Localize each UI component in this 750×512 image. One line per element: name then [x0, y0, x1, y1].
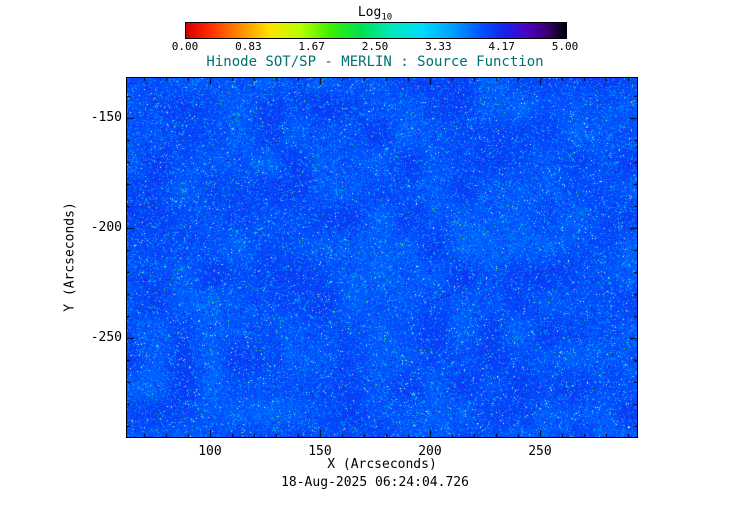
colorbar-tick-label: 0.83	[235, 40, 262, 53]
colorbar-label: Log10	[358, 5, 392, 23]
x-axis-label: X (Arcseconds)	[327, 457, 437, 472]
colorbar-tick-label: 0.00	[171, 40, 199, 53]
y-tick-label: -150	[90, 110, 122, 126]
timestamp: 18-Aug-2025 06:24:04.726	[281, 475, 469, 490]
y-tick-label: -250	[90, 330, 122, 345]
plot-title: Hinode SOT/SP - MERLIN : Source Function	[206, 54, 544, 70]
colorbar-tick-label: 1.67	[298, 40, 325, 53]
x-tick-label: 100	[198, 444, 222, 459]
heatmap-canvas	[126, 77, 638, 438]
x-tick-label: 150	[308, 444, 332, 459]
colorbar-label-subscript: 10	[381, 12, 393, 23]
colorbar-gradient	[185, 22, 567, 39]
x-tick-label: 250	[528, 444, 552, 459]
y-tick-label: -200	[90, 220, 122, 236]
colorbar-tick-label: 4.17	[488, 40, 515, 53]
colorbar-tick-label: 3.33	[425, 40, 452, 53]
y-axis-label: Y (Arcseconds)	[62, 202, 78, 312]
colorbar-tick-label: 2.50	[361, 40, 389, 53]
x-tick-label: 200	[418, 444, 442, 459]
colorbar-tick-label: 5.00	[551, 40, 579, 53]
colorbar-label-text: Log	[357, 5, 382, 20]
colorbar-tick-labels: 0.00 0.83 1.67 2.50 3.33 4.17 5.00	[172, 40, 579, 54]
